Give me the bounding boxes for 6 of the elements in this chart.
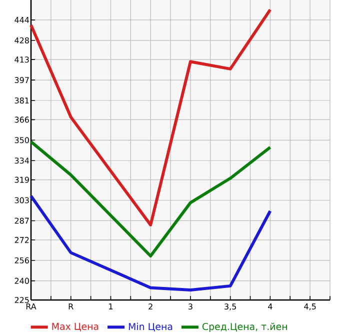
legend-label: Min Цена [128,322,172,332]
legend-label: Max Цена [52,322,98,332]
legend-label: Сред.Цена, т.йен [202,322,287,332]
line-series [30,194,272,292]
line-series [30,8,272,226]
line-series [30,140,272,258]
